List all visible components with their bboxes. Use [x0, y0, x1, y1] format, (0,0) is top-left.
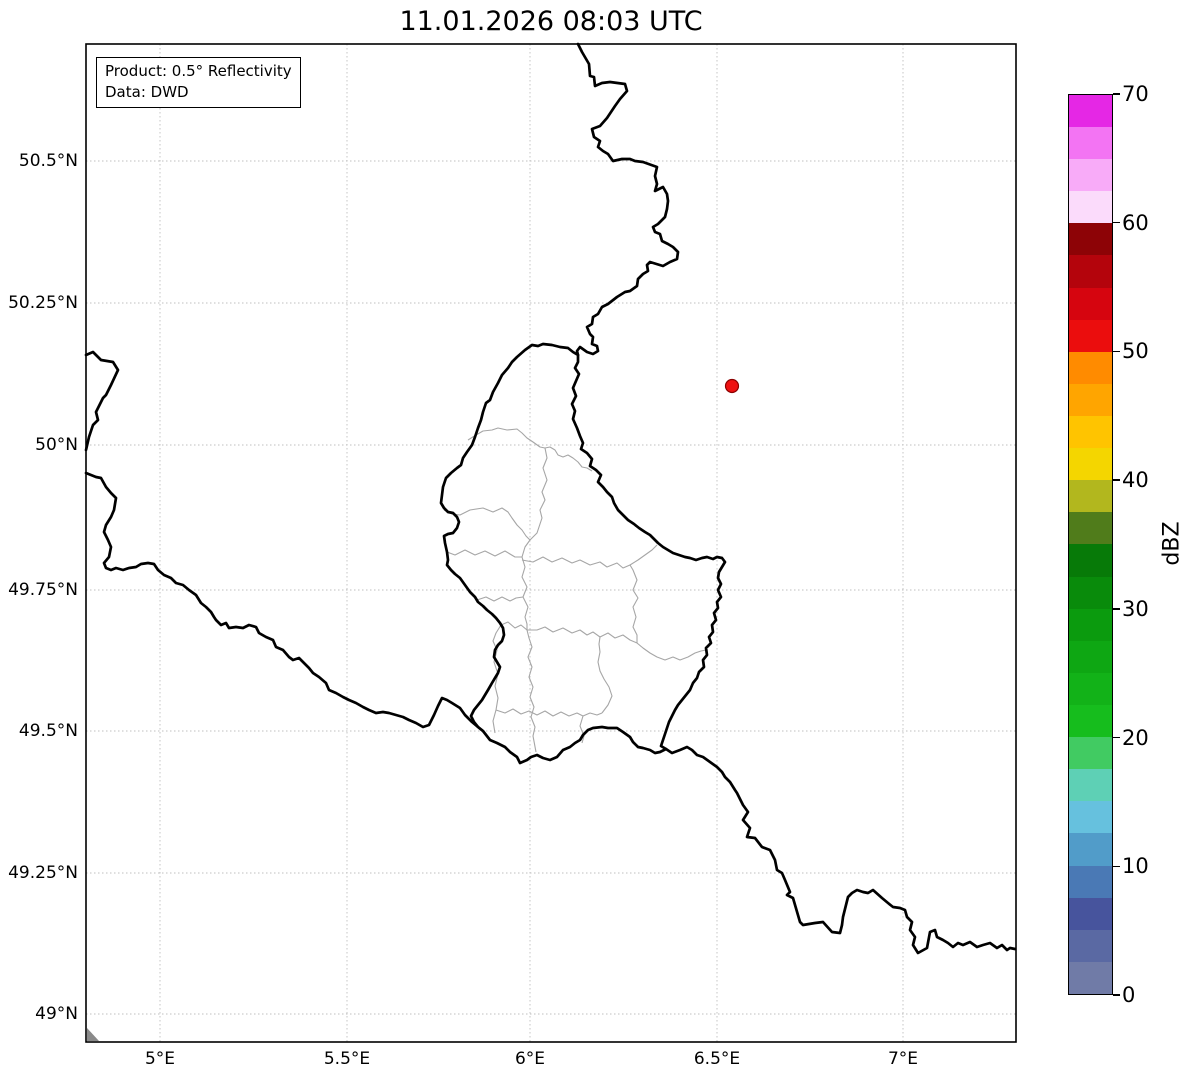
radar-site-marker — [724, 378, 740, 394]
x-axis-tick-label: 6°E — [514, 1049, 546, 1069]
colorbar-segment — [1069, 351, 1112, 384]
colorbar-segment — [1069, 544, 1112, 577]
colorbar-segment — [1069, 737, 1112, 770]
y-axis-tick-label: 49°N — [35, 1004, 78, 1024]
colorbar-segment — [1069, 961, 1112, 994]
x-axis-tick-label: 5°E — [144, 1049, 176, 1069]
colorbar-segment — [1069, 448, 1112, 481]
map-frame — [85, 43, 1017, 1043]
colorbar-segment — [1069, 127, 1112, 160]
y-axis-tick-label: 50.5°N — [18, 151, 78, 171]
colorbar-segment — [1069, 287, 1112, 320]
luxembourg-outline — [439, 342, 727, 765]
colorbar-segment — [1069, 608, 1112, 641]
colorbar — [1068, 94, 1113, 995]
colorbar-segment — [1069, 929, 1112, 962]
colorbar-tick-label: 50 — [1122, 339, 1149, 364]
colorbar-segment — [1069, 191, 1112, 224]
district-border-path — [521, 556, 639, 643]
colorbar-segment — [1069, 672, 1112, 706]
colorbar-tick-label: 70 — [1122, 82, 1149, 106]
colorbar-segment — [1069, 865, 1112, 898]
france-germany-border — [664, 745, 1017, 955]
colorbar-tick-label: 0 — [1122, 983, 1136, 1007]
belgium-germany-border — [575, 42, 680, 357]
district-border-path — [521, 556, 537, 753]
colorbar-segment — [1069, 801, 1112, 834]
y-axis-tick-label: 50.25°N — [8, 293, 78, 313]
colorbar-tick-label: 30 — [1122, 596, 1149, 621]
colorbar-segment — [1069, 480, 1112, 513]
colorbar-tick — [1113, 350, 1120, 353]
colorbar-tick — [1113, 479, 1120, 481]
colorbar-tick — [1113, 865, 1120, 868]
belgium-france-border — [84, 471, 485, 733]
colorbar-segment — [1069, 769, 1112, 802]
colorbar-segment — [1069, 255, 1112, 288]
colorbar-segment — [1069, 383, 1112, 417]
y-axis-tick-label: 49.75°N — [8, 580, 78, 600]
colorbar-tick-label: 40 — [1122, 468, 1149, 493]
colorbar-tick — [1113, 221, 1120, 224]
colorbar-tick — [1113, 736, 1120, 739]
district-border-path — [495, 708, 603, 717]
page-title: 11.01.2026 08:03 UTC — [399, 6, 703, 37]
y-axis-tick-label: 49.5°N — [18, 721, 78, 741]
district-border-path — [579, 715, 585, 744]
colorbar-tick-label: 60 — [1122, 210, 1149, 235]
y-axis-tick-label: 49.25°N — [8, 863, 78, 883]
colorbar-tick — [1113, 93, 1120, 95]
belgium-france-border-givet — [84, 350, 120, 452]
district-border-path — [500, 621, 638, 644]
colorbar-segment — [1069, 705, 1112, 738]
data-source-line: Data: DWD — [105, 83, 189, 101]
district-border-path — [636, 642, 707, 661]
colorbar-tick — [1113, 608, 1120, 610]
product-info-box: Product: 0.5° Reflectivity Data: DWD — [96, 57, 301, 108]
district-border-path — [597, 636, 613, 714]
x-axis-tick-label: 5.5°E — [323, 1049, 371, 1069]
colorbar-unit-label: dBZ — [1159, 521, 1185, 566]
colorbar-segment — [1069, 159, 1112, 192]
colorbar-segment — [1069, 833, 1112, 866]
colorbar-segment — [1069, 223, 1112, 256]
product-line: Product: 0.5° Reflectivity — [105, 62, 292, 80]
colorbar-segment — [1069, 512, 1112, 545]
x-axis-tick-label: 7°E — [887, 1049, 919, 1069]
colorbar-segment — [1069, 897, 1112, 930]
y-axis-tick-label: 50°N — [35, 435, 78, 455]
colorbar-tick-label: 20 — [1122, 725, 1149, 750]
x-axis-tick-label: 6.5°E — [693, 1049, 741, 1069]
corner-patch — [87, 1028, 99, 1041]
colorbar-segment — [1069, 319, 1112, 352]
district-border-path — [446, 549, 522, 558]
colorbar-segment — [1069, 94, 1112, 128]
district-border-path — [521, 447, 548, 558]
colorbar-segment — [1069, 576, 1112, 609]
colorbar-tick — [1113, 994, 1120, 996]
district-border-path — [476, 596, 524, 602]
colorbar-tick-label: 10 — [1122, 854, 1149, 879]
district-border-path — [629, 544, 658, 566]
district-border-path — [443, 507, 531, 541]
colorbar-segment — [1069, 640, 1112, 673]
district-border-path — [467, 427, 593, 472]
colorbar-segment — [1069, 416, 1112, 449]
